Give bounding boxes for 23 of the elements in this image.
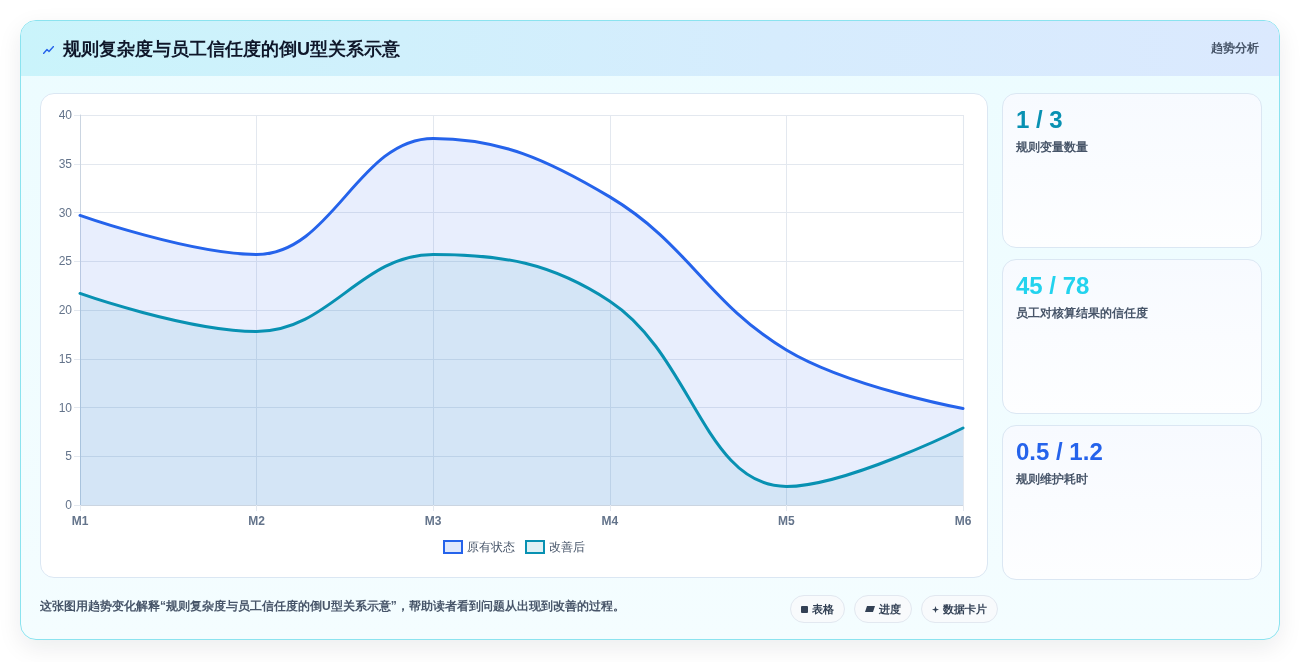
x-tick-label: M4 — [601, 514, 619, 528]
legend-label: 改善后 — [549, 540, 585, 554]
x-tick-label: M2 — [248, 514, 266, 528]
y-tick-label: 20 — [58, 303, 73, 317]
y-tick-label: 0 — [65, 498, 73, 512]
text: 进度 — [879, 602, 901, 616]
y-tick-label: 10 — [58, 400, 73, 415]
chart-title: 规则复杂度与员工信任度的倒U型关系示意 — [63, 38, 400, 61]
x-tick-label: M3 — [424, 514, 442, 528]
text: 表格 — [812, 602, 834, 616]
y-tick-label: 15 — [58, 351, 73, 366]
y-tick-label: 30 — [58, 205, 73, 220]
y-tick-label: 35 — [58, 156, 73, 171]
y-tick-label: 40 — [58, 108, 73, 122]
x-tick-label: M5 — [778, 514, 796, 528]
x-tick-label: M6 — [954, 514, 972, 528]
legend-label: 原有状态 — [467, 540, 515, 554]
x-tick-label: M1 — [71, 514, 89, 528]
y-tick-label: 5 — [65, 449, 73, 464]
text: 数据卡片 — [943, 602, 987, 616]
y-tick-label: 25 — [58, 254, 73, 269]
text: 这张图用趋势变化解释“规则复杂度与员工信任度的倒U型关系示意”，帮助读者看到问题从出现到改善的过程。 — [40, 598, 625, 614]
text: 趋势分析 — [1211, 40, 1259, 56]
